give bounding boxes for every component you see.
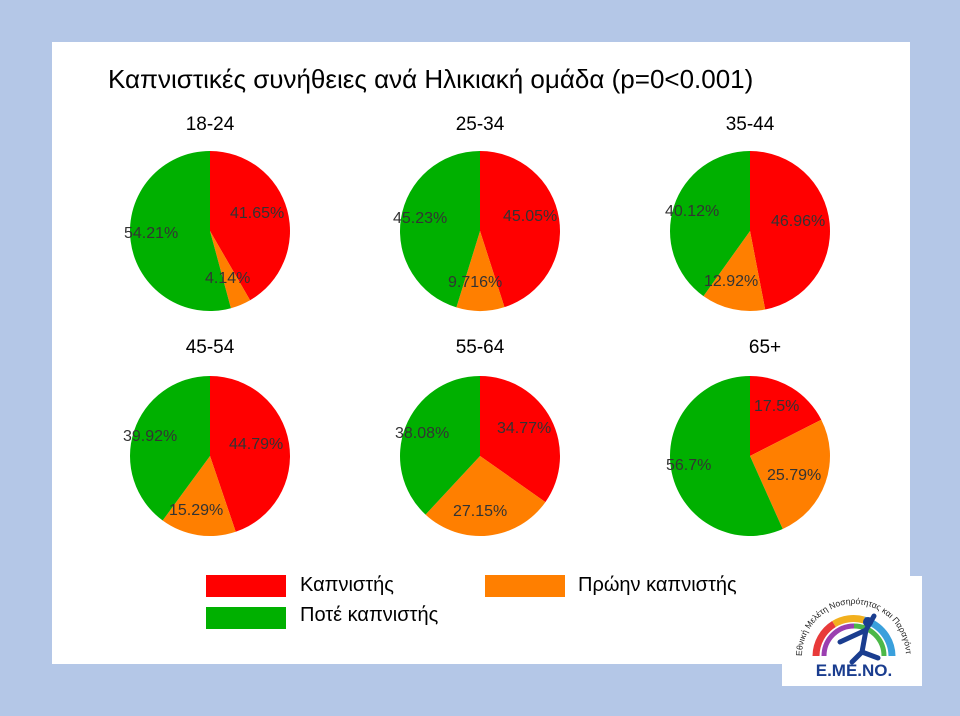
pie-slice — [750, 151, 830, 310]
emeno-logo: Εθνική Μελέτη Νοσηρότητας και Παραγόντων… — [779, 568, 922, 686]
pie-data-label: 41.65% — [230, 205, 285, 222]
pie-title-1: 18-24 — [185, 114, 235, 135]
pie-data-label: 34.77% — [497, 420, 552, 437]
legend-label-former-smoker: Πρώην καπνιστής — [578, 574, 737, 596]
pie-title-5: 55-64 — [455, 337, 505, 358]
pie-title-6: 65+ — [748, 337, 782, 358]
legend-label-never-smoker: Ποτέ καπνιστής — [300, 604, 439, 626]
pie-title-3: 35-44 — [725, 114, 775, 135]
pie-chart-5 — [400, 376, 560, 536]
pie-slice — [210, 151, 290, 301]
pie-data-label: 45.05% — [503, 208, 558, 225]
pie-data-label: 56.7% — [666, 457, 712, 474]
legend-swatch-smoker — [206, 575, 286, 597]
pie-data-label: 45.23% — [393, 210, 448, 227]
legend-swatch-former-smoker — [485, 575, 565, 597]
pie-data-label: 25.79% — [767, 467, 822, 484]
pie-data-label: 38.08% — [395, 425, 450, 442]
pie-data-label: 27.15% — [453, 503, 508, 520]
pie-slice — [425, 456, 546, 536]
pie-chart-3 — [670, 151, 830, 311]
pie-data-label: 12.92% — [704, 273, 759, 290]
legend-swatch-never-smoker — [206, 607, 286, 629]
emeno-logo-graphic: Εθνική Μελέτη Νοσηρότητας και Παραγόντων… — [779, 568, 914, 680]
pie-data-label: 40.12% — [665, 203, 720, 220]
pie-slice — [162, 456, 236, 536]
pie-data-label: 15.29% — [169, 502, 224, 519]
pie-slice — [400, 376, 480, 515]
logo-text: Ε.ΜΕ.ΝΟ. — [816, 661, 893, 680]
pie-slice — [670, 151, 750, 297]
slide-title: Καπνιστικές συνήθειες ανά Ηλικιακή ομάδα… — [108, 64, 754, 94]
pie-data-label: 54.21% — [124, 225, 179, 242]
pie-slice — [750, 419, 830, 530]
pie-slice — [670, 376, 783, 536]
pie-slice — [210, 376, 290, 532]
pie-data-label: 44.79% — [229, 436, 284, 453]
legend-label-smoker: Καπνιστής — [300, 574, 394, 596]
pie-slice — [399, 151, 480, 308]
pie-title-4: 45-54 — [185, 337, 235, 358]
pie-slice — [130, 151, 231, 311]
pie-slice — [703, 231, 766, 311]
pie-slice — [480, 376, 560, 503]
pie-slice — [750, 376, 822, 456]
pie-slice — [480, 151, 560, 308]
pie-chart-1 — [130, 151, 290, 311]
pie-slice — [456, 231, 505, 311]
pie-data-label: 9.716% — [448, 274, 503, 291]
pie-data-label: 39.92% — [123, 428, 178, 445]
slide — [52, 42, 910, 664]
pie-data-label: 46.96% — [771, 213, 826, 230]
pie-data-label: 4.14% — [205, 270, 251, 287]
pie-slice — [210, 231, 251, 309]
pie-title-2: 25-34 — [455, 114, 505, 135]
pie-chart-4 — [130, 376, 290, 536]
pie-chart-2 — [399, 151, 560, 311]
pie-data-label: 17.5% — [754, 398, 800, 415]
pie-chart-6 — [670, 376, 830, 536]
pie-slice — [130, 376, 210, 521]
